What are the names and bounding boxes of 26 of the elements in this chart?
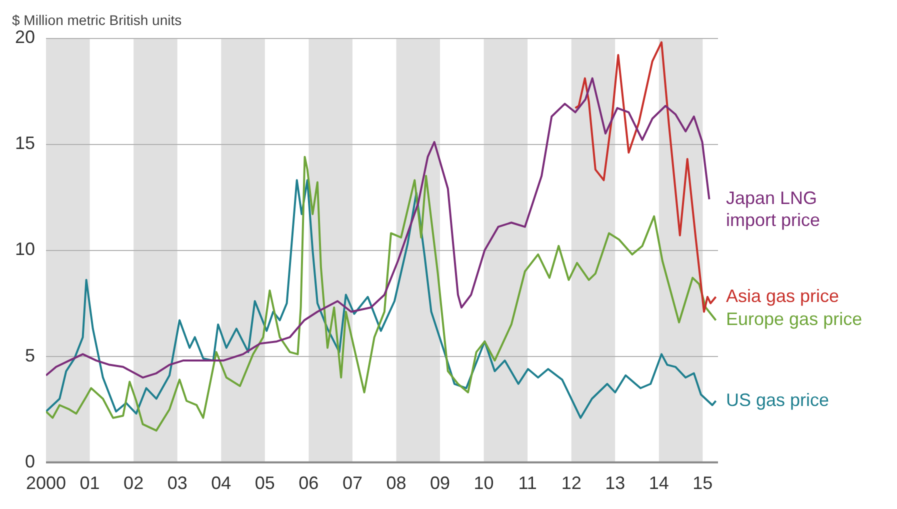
x-tick-label: 13 xyxy=(605,473,626,494)
x-tick-label: 05 xyxy=(254,473,275,494)
x-tick-label: 15 xyxy=(692,473,713,494)
series-label: US gas price xyxy=(726,390,830,410)
x-tick-label: 10 xyxy=(474,473,494,494)
x-tick-label: 07 xyxy=(342,473,362,494)
y-tick-label: 20 xyxy=(14,26,36,47)
x-tick-label: 08 xyxy=(386,473,406,494)
y-tick-label: 10 xyxy=(14,239,36,260)
x-tick-label: 04 xyxy=(211,473,232,494)
x-tick-label: 03 xyxy=(167,473,188,494)
x-tick-label: 2000 xyxy=(26,473,66,494)
series-label: Japan LNG import price xyxy=(726,188,820,230)
y-tick-label: 15 xyxy=(14,133,36,154)
y-tick-label: 5 xyxy=(25,345,36,366)
series-label: Europe gas price xyxy=(726,309,862,330)
x-tick-label: 14 xyxy=(648,473,669,494)
x-tick-label: 01 xyxy=(80,473,100,494)
x-tick-label: 06 xyxy=(298,473,319,494)
x-tick-label: 11 xyxy=(518,473,537,494)
series-label: Asia gas price xyxy=(726,286,840,306)
x-tick-label: 12 xyxy=(561,473,582,494)
y-axis-title: $ Million metric British units xyxy=(12,12,182,28)
x-tick-label: 02 xyxy=(124,473,144,494)
x-tick-label: 09 xyxy=(430,473,450,494)
y-tick-label: 0 xyxy=(25,451,36,472)
